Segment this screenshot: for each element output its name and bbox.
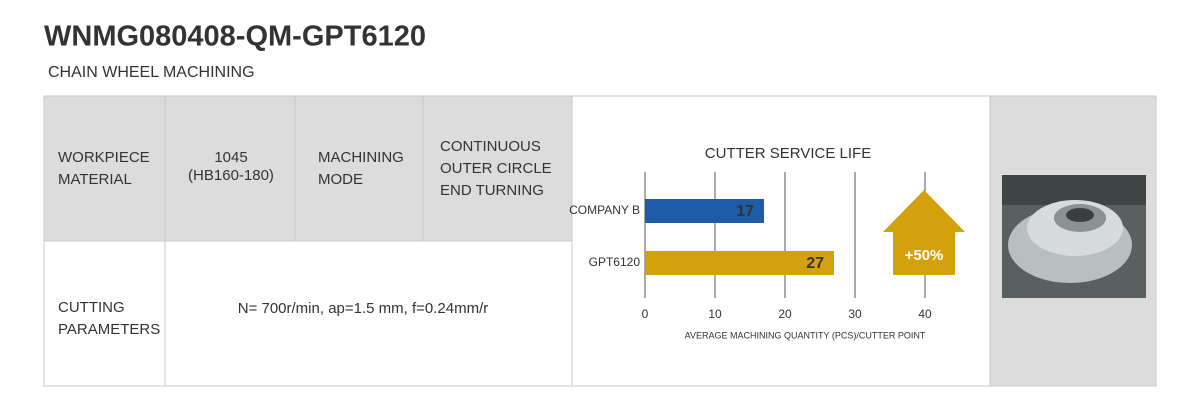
cell-text: (HB160-180) <box>188 167 274 184</box>
cell-text: OUTER CIRCLE <box>440 160 552 177</box>
x-axis-label: AVERAGE MACHINING QUANTITY (PCS)/CUTTER … <box>685 330 926 340</box>
cell-text: END TURNING <box>440 182 544 199</box>
cell-text: N= 700r/min, ap=1.5 mm, f=0.24mm/r <box>238 300 489 317</box>
cell-text: CUTTING <box>58 299 125 316</box>
x-tick-label: 40 <box>918 307 932 321</box>
cell-text: CONTINUOUS <box>440 138 541 155</box>
cell-text: 1045 <box>214 149 247 166</box>
photo <box>1002 175 1146 298</box>
x-tick-label: 0 <box>642 307 649 321</box>
chart-title: CUTTER SERVICE LIFE <box>705 145 871 162</box>
cell-text: MODE <box>318 171 363 188</box>
arrow <box>883 190 965 275</box>
x-tick-label: 20 <box>778 307 792 321</box>
x-tick-label: 10 <box>708 307 722 321</box>
value-label: 27 <box>806 255 824 272</box>
category-label: COMPANY B <box>569 203 640 217</box>
subtitle: CHAIN WHEEL MACHINING <box>48 64 255 81</box>
bar <box>645 251 834 275</box>
annotation: +50% <box>905 247 944 264</box>
cell-text: MACHINING <box>318 149 404 166</box>
category-label: GPT6120 <box>589 255 641 269</box>
cell-text: MATERIAL <box>58 171 132 188</box>
row-bg <box>43 240 573 387</box>
title: WNMG080408-QM-GPT6120 <box>44 21 426 53</box>
row-bg <box>43 95 573 242</box>
x-tick-label: 30 <box>848 307 862 321</box>
value-label: 17 <box>736 203 754 220</box>
cell-text: WORKPIECE <box>58 149 150 166</box>
bar <box>645 199 764 223</box>
cell-text: PARAMETERS <box>58 321 160 338</box>
